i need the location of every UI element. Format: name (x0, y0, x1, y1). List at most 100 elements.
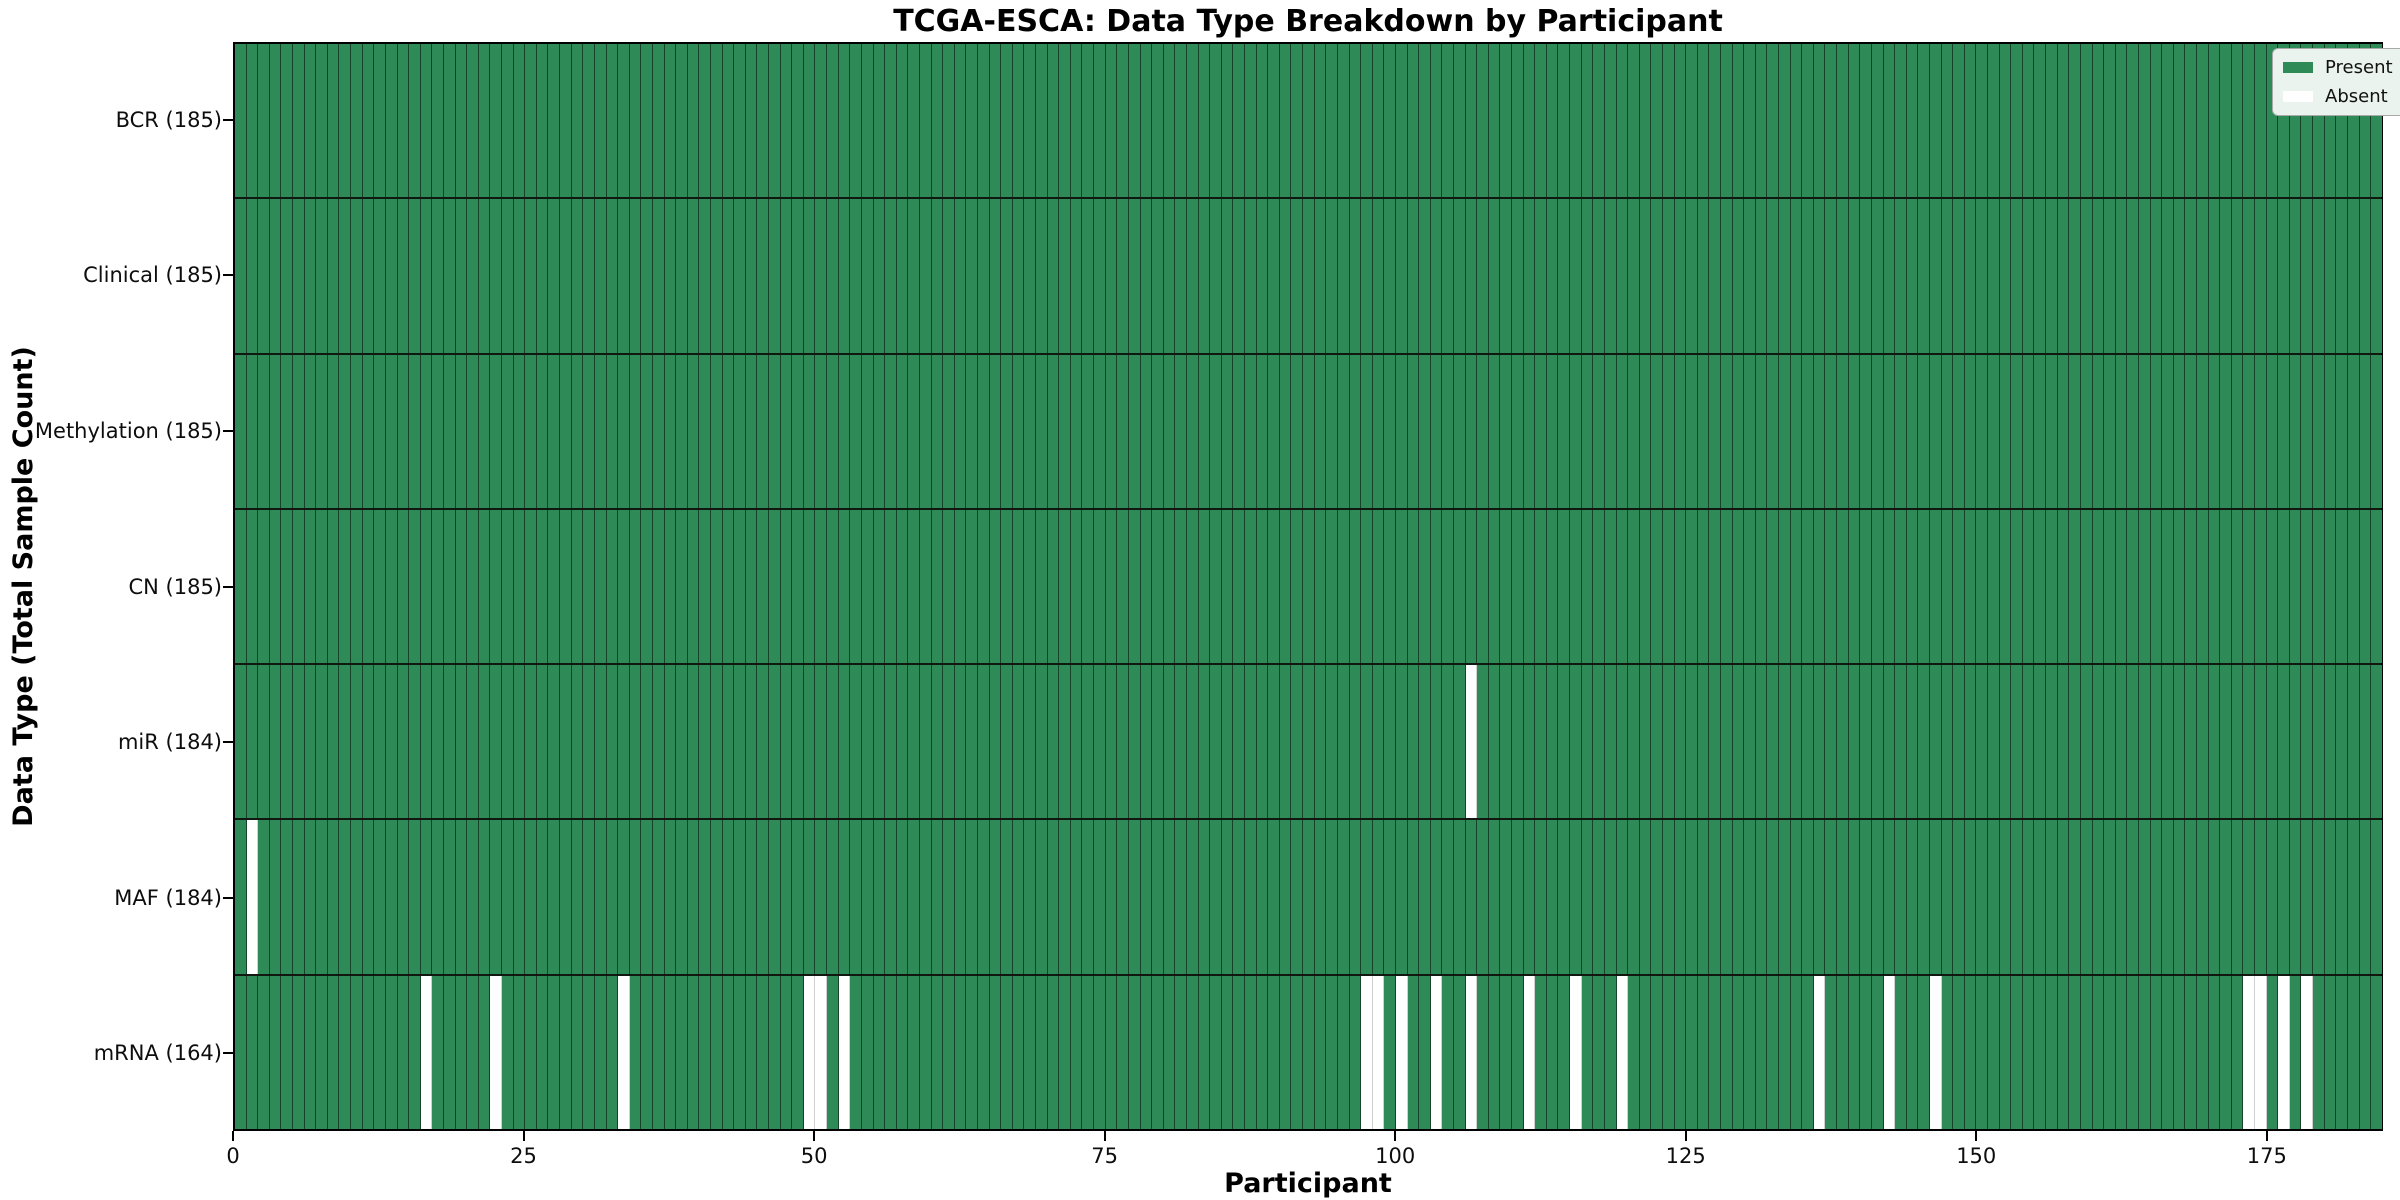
heatmap-cell (443, 975, 456, 1129)
heatmap-cell (1674, 354, 1687, 508)
heatmap-cell (536, 509, 549, 664)
heatmap-cell (594, 199, 607, 353)
heatmap-cell (1883, 44, 1896, 198)
heatmap-cell (583, 44, 595, 198)
heatmap-cell (943, 354, 955, 508)
x-tick-label: 75 (1091, 1144, 1118, 1168)
heatmap-cell (1535, 975, 1547, 1129)
heatmap-cell (502, 509, 514, 664)
heatmap-cell (2289, 44, 2302, 198)
heatmap-cell (710, 975, 723, 1129)
heatmap-cell (978, 820, 990, 974)
heatmap-cell (1291, 354, 1304, 508)
heatmap-cell (2371, 44, 2382, 198)
heatmap-cell (1999, 820, 2012, 974)
heatmap-cell (1430, 354, 1443, 508)
heatmap-cell (1813, 44, 1826, 198)
heatmap-cell (1221, 199, 1234, 353)
heatmap-cell (1512, 354, 1524, 508)
heatmap-cell (374, 44, 386, 198)
heatmap-cell (1395, 665, 1408, 819)
heatmap-cell (919, 44, 932, 198)
heatmap-cell (2104, 820, 2116, 974)
heatmap-cell (1245, 665, 1257, 819)
heatmap-cell (327, 199, 340, 353)
heatmap-cell (2336, 44, 2348, 198)
heatmap-cell (1314, 665, 1327, 819)
heatmap-cell (478, 199, 491, 353)
heatmap-cell (409, 975, 421, 1129)
heatmap-cell (2104, 665, 2116, 819)
heatmap-cell (1221, 354, 1234, 508)
heatmap-cell (1337, 820, 1350, 974)
heatmap-cell (1523, 199, 1536, 353)
heatmap-cell (722, 509, 735, 664)
heatmap-cell (1163, 354, 1176, 508)
heatmap-cell (885, 354, 897, 508)
heatmap-cell (1268, 665, 1280, 819)
heatmap-cell (1500, 199, 1513, 353)
heatmap-cell (432, 509, 444, 664)
heatmap-cell (1721, 199, 1733, 353)
y-tick-label: Methylation (185) (34, 418, 222, 443)
heatmap-cell (1674, 820, 1687, 974)
heatmap-cell (1744, 199, 1756, 353)
heatmap-cell (1895, 354, 1907, 508)
heatmap-cell (385, 509, 398, 664)
heatmap-cell (1662, 665, 1675, 819)
heatmap-cell (269, 820, 282, 974)
heatmap-cell (850, 820, 862, 974)
heatmap-cell (1825, 509, 1838, 664)
heatmap-cell (641, 975, 653, 1129)
heatmap-cell (1349, 975, 1362, 1129)
heatmap-cell (420, 820, 433, 974)
heatmap-cell (2150, 975, 2163, 1129)
heatmap-cell (583, 975, 595, 1129)
heatmap-cell (502, 975, 514, 1129)
heatmap-cell (420, 44, 433, 198)
heatmap-cell (792, 354, 804, 508)
heatmap-cell (2278, 509, 2290, 664)
heatmap-cell (815, 44, 828, 198)
heatmap-cell (281, 354, 294, 508)
heatmap-cell (1929, 509, 1942, 664)
heatmap-cell (385, 975, 398, 1129)
heatmap-cell (1639, 820, 1652, 974)
y-tick-mark (223, 741, 233, 744)
heatmap-cell (536, 44, 549, 198)
heatmap-cell (815, 975, 828, 1129)
heatmap-cell (1256, 509, 1269, 664)
heatmap-cell (1570, 665, 1582, 819)
heatmap-cell (2173, 199, 2186, 353)
heatmap-cell (873, 199, 886, 353)
heatmap-cell (699, 199, 711, 353)
heatmap-cell (1070, 975, 1083, 1129)
heatmap-cell (1639, 354, 1652, 508)
heatmap-cell (1732, 975, 1745, 1129)
heatmap-cell (2243, 975, 2256, 1129)
heatmap-cell (1059, 44, 1071, 198)
heatmap-cell (2022, 820, 2035, 974)
heatmap-cell (629, 44, 642, 198)
heatmap-cell (2057, 44, 2070, 198)
heatmap-cell (1941, 354, 1954, 508)
heatmap-cell (1395, 820, 1408, 974)
heatmap-cell (2196, 44, 2209, 198)
heatmap-cell (1372, 509, 1385, 664)
heatmap-cell (1395, 975, 1408, 1129)
heatmap-cell (1279, 975, 1292, 1129)
heatmap-cell (2347, 354, 2360, 508)
heatmap-cell (2359, 820, 2372, 974)
heatmap-cell (1674, 44, 1687, 198)
heatmap-cell (734, 199, 746, 353)
heatmap-cell (1082, 665, 1095, 819)
heatmap-cell (281, 509, 294, 664)
heatmap-cell (2324, 199, 2337, 353)
heatmap-cell (2255, 199, 2267, 353)
heatmap-cell (2162, 354, 2174, 508)
heatmap-cell (2266, 975, 2279, 1129)
heatmap-cell (362, 820, 375, 974)
heatmap-cell (304, 199, 317, 353)
heatmap-cell (1674, 509, 1687, 664)
heatmap-cell (1500, 354, 1513, 508)
